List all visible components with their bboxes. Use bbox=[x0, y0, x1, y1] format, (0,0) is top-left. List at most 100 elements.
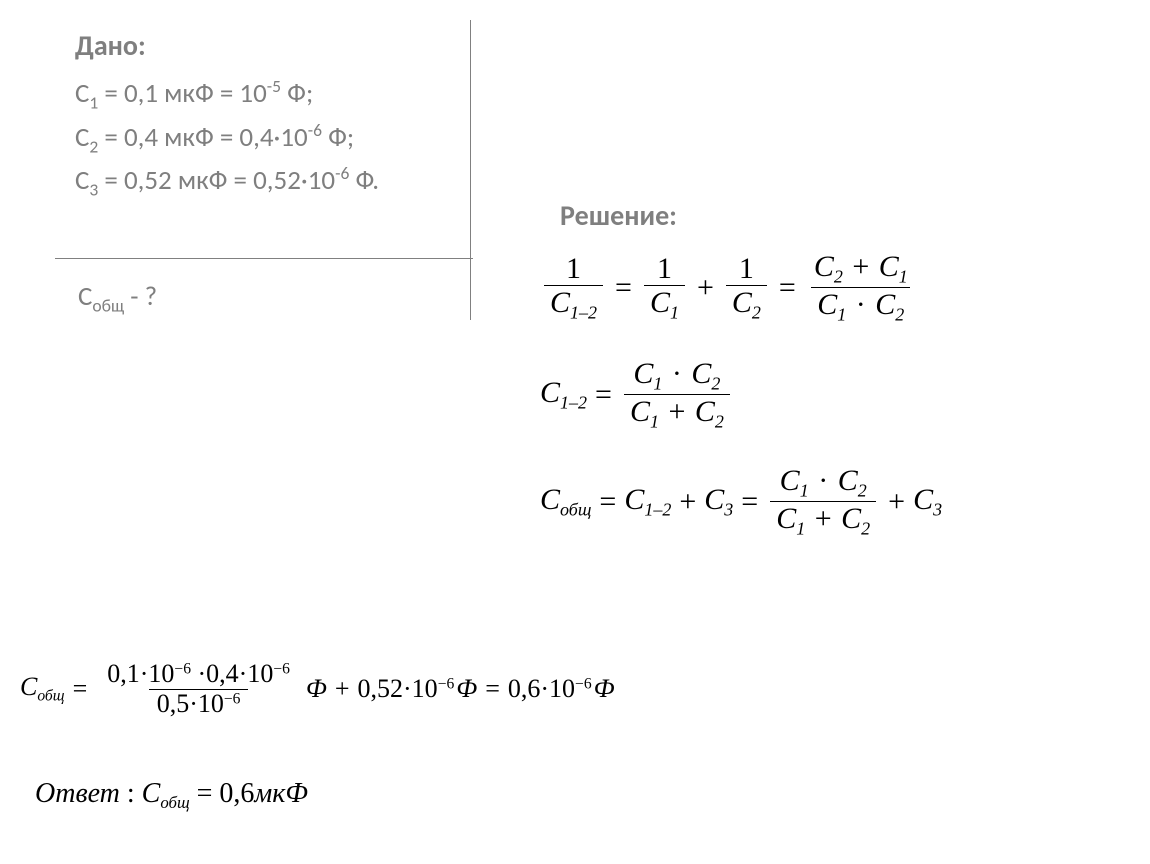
eq-sign: = bbox=[615, 271, 632, 305]
eq3-num-dot: · bbox=[818, 464, 828, 497]
given-line-2: C2 = 0,4 мкФ = 0,4·10-6 Ф; bbox=[75, 117, 445, 161]
eq3-lhs-var: C bbox=[540, 483, 560, 516]
c1-symbol: C bbox=[75, 77, 89, 110]
eq-sign: = bbox=[741, 485, 758, 519]
eq1-lhs-den: C1–2 bbox=[544, 285, 603, 323]
eq1-t1-den: C1 bbox=[644, 285, 685, 323]
answer-eq: = bbox=[190, 778, 220, 809]
answer-colon: : bbox=[120, 778, 142, 809]
eq1-t1-num: 1 bbox=[651, 252, 678, 285]
calc-lhs-var: C bbox=[20, 672, 37, 701]
eq-sign: = bbox=[595, 378, 612, 412]
c1-mid: = 0,1 мкФ = 10 bbox=[98, 77, 267, 110]
eq3-lhs: Cобщ bbox=[540, 483, 591, 520]
calc-res-a: 0,6·10 bbox=[508, 674, 575, 703]
find-sub: общ bbox=[92, 294, 124, 316]
eq2-num-b-sub: 2 bbox=[711, 373, 720, 393]
eq2-frac: C1 · C2 C1 + C2 bbox=[624, 357, 730, 432]
calc-frac: 0,1·10−6 ·0,4·10−6 0,5·10−6 bbox=[99, 660, 298, 718]
eq1-t1-frac: 1 C1 bbox=[644, 252, 685, 323]
eq3-num-b-sub: 2 bbox=[858, 481, 867, 501]
eq3-mid: C1–2 bbox=[624, 483, 671, 520]
c2-post: Ф; bbox=[322, 121, 354, 154]
answer-unit: мкФ bbox=[254, 778, 307, 809]
equations-block: 1 C1–2 = 1 C1 + 1 C2 = C2 + C1 C1 bbox=[540, 250, 942, 572]
eq2-lhs-var: C bbox=[540, 376, 560, 409]
c2-sup: -6 bbox=[308, 119, 322, 141]
calc-lhs-sub: общ bbox=[37, 688, 64, 705]
calc-res: 0,6·10−6 bbox=[508, 674, 592, 704]
eq3-tail: C3 bbox=[913, 483, 942, 520]
eq1-rhs-num: C2 + C1 bbox=[808, 250, 914, 287]
given-heading: Дано: bbox=[75, 28, 445, 63]
eq1-lhs-den-sub: 1–2 bbox=[570, 302, 597, 322]
eq1-rden-b-sub: 2 bbox=[895, 304, 904, 324]
eq-sign: = bbox=[73, 674, 88, 704]
calc-den-a: 0,5·10 bbox=[157, 689, 224, 718]
eq3-den: C1 + C2 bbox=[770, 501, 876, 539]
eq1-t1-den-var: C bbox=[650, 286, 670, 319]
eq3-den-plus: + bbox=[815, 502, 832, 535]
calc-num-mid: ·0,4·10 bbox=[191, 659, 273, 688]
eq2-den-b-sub: 2 bbox=[715, 412, 724, 432]
eq3-den-b-sub: 2 bbox=[861, 519, 870, 539]
solution-heading: Решение: bbox=[560, 198, 677, 233]
eq1-rnum-a: C bbox=[814, 250, 834, 283]
eq2-num-a-sub: 1 bbox=[653, 373, 662, 393]
eq1-rnum-b-sub: 1 bbox=[899, 266, 908, 286]
equation-3: Cобщ = C1–2 + C3 = C1 · C2 C1 + C2 + C3 bbox=[540, 464, 942, 539]
find-var: C bbox=[78, 280, 92, 313]
eq3-tail-var: C bbox=[913, 483, 933, 516]
eq2-den-a-sub: 1 bbox=[650, 412, 659, 432]
eq3-den-a-sub: 1 bbox=[796, 519, 805, 539]
eq1-lhs-num: 1 bbox=[560, 252, 587, 285]
calculation-line: Cобщ = 0,1·10−6 ·0,4·10−6 0,5·10−6 Ф + 0… bbox=[20, 660, 615, 718]
calc-t2-a: 0,52·10 bbox=[358, 674, 438, 703]
eq2-num-b: C bbox=[691, 357, 711, 390]
calc-num-exp-a: −6 bbox=[174, 660, 191, 677]
eq3-tail-sub: 3 bbox=[933, 500, 942, 520]
equation-1: 1 C1–2 = 1 C1 + 1 C2 = C2 + C1 C1 bbox=[540, 250, 942, 325]
calc-t2-exp: −6 bbox=[438, 676, 455, 693]
plus-sign: + bbox=[335, 674, 350, 704]
answer-value: 0,6 bbox=[219, 778, 254, 809]
c2-sub: 2 bbox=[89, 135, 98, 157]
eq1-rnum-plus: + bbox=[852, 250, 869, 283]
eq1-rhs-den: C1 · C2 bbox=[811, 287, 910, 325]
eq-sign: = bbox=[779, 271, 796, 305]
eq1-rden-a: C bbox=[817, 288, 837, 321]
eq2-den-plus: + bbox=[668, 395, 685, 428]
eq3-c3-var: C bbox=[704, 483, 724, 516]
c1-sup: -5 bbox=[267, 75, 281, 97]
eq3-den-a: C bbox=[776, 502, 796, 535]
c3-symbol: C bbox=[75, 164, 89, 197]
equation-2: C1–2 = C1 · C2 C1 + C2 bbox=[540, 357, 942, 432]
answer-line: Ответ : Cобщ = 0,6мкФ bbox=[35, 778, 308, 813]
eq-sign: = bbox=[485, 674, 500, 704]
calc-lhs: Cобщ bbox=[20, 672, 65, 705]
eq3-c3-sub: 3 bbox=[724, 500, 733, 520]
eq3-lhs-sub: общ bbox=[560, 500, 591, 520]
eq1-t2-frac: 1 C2 bbox=[726, 252, 767, 323]
eq2-lhs: C1–2 bbox=[540, 376, 587, 413]
c1-post: Ф; bbox=[281, 77, 313, 110]
eq-sign: = bbox=[599, 485, 616, 519]
given-line-3: C3 = 0,52 мкФ = 0,52·10-6 Ф. bbox=[75, 160, 445, 204]
horizontal-divider bbox=[55, 258, 473, 259]
eq3-num-a-sub: 1 bbox=[800, 481, 809, 501]
c2-mid: = 0,4 мкФ = 0,4·10 bbox=[98, 121, 307, 154]
plus-sign: + bbox=[888, 485, 905, 519]
eq3-c3: C3 bbox=[704, 483, 733, 520]
eq2-den-a: C bbox=[630, 395, 650, 428]
eq2-num: C1 · C2 bbox=[627, 357, 726, 394]
eq2-lhs-sub: 1–2 bbox=[560, 392, 587, 412]
given-line-1: C1 = 0,1 мкФ = 10-5 Ф; bbox=[75, 73, 445, 117]
calc-num-exp-b: −6 bbox=[273, 660, 290, 677]
calc-unit3: Ф bbox=[594, 674, 615, 704]
calc-den-exp: −6 bbox=[224, 690, 241, 707]
eq1-rden-dot: · bbox=[856, 288, 866, 321]
answer-var: C bbox=[142, 778, 161, 809]
eq1-t1-den-sub: 1 bbox=[670, 302, 679, 322]
find-post: - ? bbox=[124, 280, 157, 313]
calc-t2: 0,52·10−6 bbox=[358, 674, 455, 704]
